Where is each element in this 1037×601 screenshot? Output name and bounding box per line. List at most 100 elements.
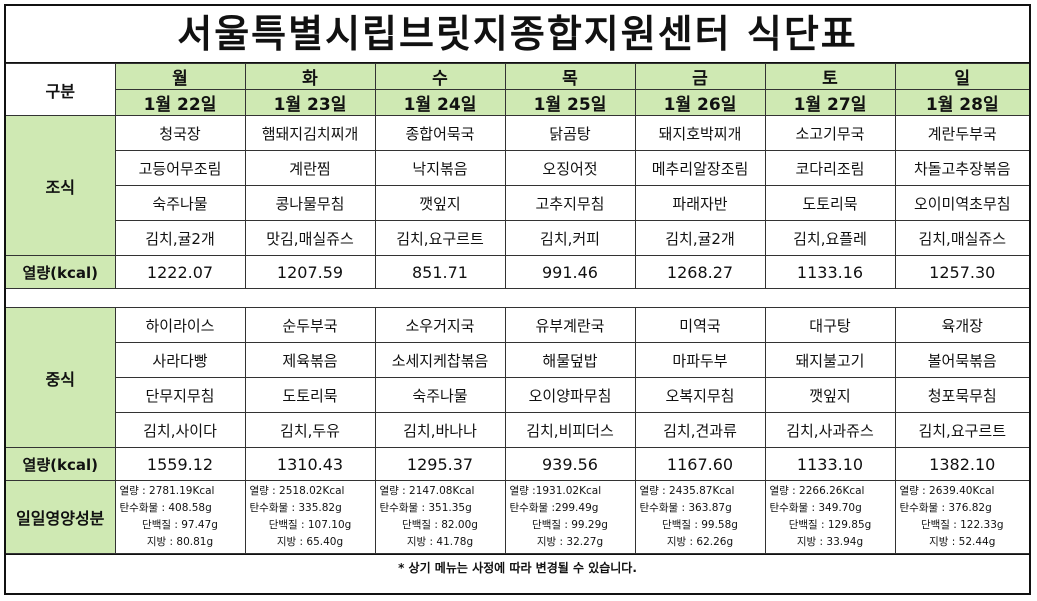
menu-item: 김치,커피 xyxy=(504,220,636,256)
nutrition-carb: 탄수화물 : 351.35g xyxy=(379,502,472,514)
nutrition-protein: 단백질 : 122.33g xyxy=(920,519,1004,531)
spacer-cell xyxy=(6,288,1029,308)
menu-item: 단무지무침 xyxy=(115,377,246,413)
nutrition-protein: 단백질 : 99.29g xyxy=(532,519,608,531)
menu-item: 도토리묵 xyxy=(244,377,376,413)
lunch-kcal-row: 열량(kcal) 1559.12 1310.43 1295.37 939.56 1167.… xyxy=(6,447,1029,481)
breakfast-label: 조식 xyxy=(6,115,116,256)
nutrition-carb: 탄수화물 : 363.87g xyxy=(639,502,732,514)
breakfast-row: 조식 청국장 햄돼지김치찌개 종합어묵국 닭곰탕 돼지호박찌개 소고기무국 계란두부국 xyxy=(6,115,1029,256)
menu-item: 미역국 xyxy=(634,307,766,343)
menu-item: 깻잎지 xyxy=(374,185,506,221)
lunch-row: 김치,사이다 김치,두유 김치,바나나 김치,비피더스 김치,견과류 김치,사과쥬스 김치,… xyxy=(6,412,1029,448)
nutrition-carb: 탄수화물 : 408.58g xyxy=(119,502,212,514)
menu-table: 구분 월 화 수 목 금 토 일 1월 22일 1월 23일 1월 24일 1월 25일 1월 26일 1… xyxy=(6,63,1029,554)
menu-item: 김치,매실쥬스 xyxy=(894,220,1029,256)
day-name: 금 xyxy=(634,63,766,90)
nutrition-cell: 열량 : 2266.26Kcal 탄수화물 : 349.70g 단백질 : 129.… xyxy=(764,480,896,554)
header-label: 구분 xyxy=(6,63,116,116)
breakfast-row: 김치,귤2개 맛김,매실쥬스 김치,요구르트 김치,커피 김치,귤2개 김치,요플레 김치,… xyxy=(6,220,1029,256)
menu-item: 숙주나물 xyxy=(374,377,506,413)
lunch-row: 중식 하이라이스 순두부국 소우거지국 유부계란국 미역국 대구탕 육개장 xyxy=(6,307,1029,448)
day-name: 목 xyxy=(504,63,636,90)
menu-item: 깻잎지 xyxy=(764,377,896,413)
menu-item: 해물덮밥 xyxy=(504,342,636,378)
lunch-label: 중식 xyxy=(6,307,116,448)
menu-item: 콩나물무침 xyxy=(244,185,376,221)
breakfast-kcal-row: 열량(kcal) 1222.07 1207.59 851.71 991.46 1268.2… xyxy=(6,255,1029,289)
day-date: 1월 27일 xyxy=(764,89,896,116)
nutrition-protein: 단백질 : 107.10g xyxy=(268,519,352,531)
nutrition-carb: 탄수화물 :299.49g xyxy=(509,502,599,514)
menu-item: 오이미역초무침 xyxy=(894,185,1029,221)
menu-item: 하이라이스 xyxy=(114,307,246,343)
menu-item: 계란두부국 xyxy=(894,115,1029,151)
nutrition-fat: 지방 : 41.78g xyxy=(406,536,474,548)
day-date: 1월 23일 xyxy=(244,89,376,116)
menu-item: 김치,비피더스 xyxy=(504,412,636,448)
nutrition-carb: 탄수화물 : 349.70g xyxy=(769,502,862,514)
nutrition-energy: 열량 : 2518.02Kcal xyxy=(249,485,345,497)
menu-item: 육개장 xyxy=(894,307,1029,343)
document-title: 서울특별시립브릿지종합지원센터 식단표 xyxy=(6,6,1029,63)
menu-item: 맛김,매실쥬스 xyxy=(244,220,376,256)
nutrition-energy: 열량 : 2639.40Kcal xyxy=(899,485,995,497)
day-name: 수 xyxy=(374,63,506,90)
breakfast-row: 숙주나물 콩나물무침 깻잎지 고추지무침 파래자반 도토리묵 오이미역초무침 xyxy=(6,185,1029,221)
menu-item: 계란찜 xyxy=(244,150,376,186)
menu-item: 햄돼지김치찌개 xyxy=(244,115,376,151)
lunch-row: 단무지무침 도토리묵 숙주나물 오이양파무침 오복지무침 깻잎지 청포묵무침 xyxy=(6,377,1029,413)
day-name: 화 xyxy=(244,63,376,90)
spacer-row xyxy=(6,288,1029,308)
nutrition-protein: 단백질 : 82.00g xyxy=(402,519,478,531)
nutrition-carb: 탄수화물 : 376.82g xyxy=(899,502,992,514)
menu-item: 고추지무침 xyxy=(504,185,636,221)
header-row-days: 구분 월 화 수 목 금 토 일 xyxy=(6,63,1029,116)
menu-item: 도토리묵 xyxy=(764,185,896,221)
nutrition-fat: 지방 : 62.26g xyxy=(666,536,734,548)
menu-item: 종합어묵국 xyxy=(374,115,506,151)
menu-item: 오이양파무침 xyxy=(504,377,636,413)
nutrition-energy: 열량 : 2266.26Kcal xyxy=(769,485,865,497)
nutrition-energy: 열량 : 2147.08Kcal xyxy=(379,485,475,497)
kcal-value: 1133.10 xyxy=(764,447,896,481)
kcal-value: 1257.30 xyxy=(894,255,1029,289)
menu-item: 코다리조림 xyxy=(764,150,896,186)
kcal-value: 1268.27 xyxy=(634,255,766,289)
menu-item: 청포묵무침 xyxy=(894,377,1029,413)
day-date: 1월 28일 xyxy=(894,89,1029,116)
menu-item: 소세지케찹볶음 xyxy=(374,342,506,378)
nutrition-protein: 단백질 : 99.58g xyxy=(662,519,738,531)
day-date: 1월 24일 xyxy=(374,89,506,116)
menu-item: 김치,귤2개 xyxy=(634,220,766,256)
nutrition-cell: 열량 : 2781.19Kcal 탄수화물 : 408.58g 단백질 : 97.4… xyxy=(114,480,246,554)
menu-item: 청국장 xyxy=(114,115,246,151)
kcal-value: 1310.43 xyxy=(244,447,376,481)
menu-item: 사라다빵 xyxy=(115,342,246,378)
lunch-row: 사라다빵 제육볶음 소세지케찹볶음 해물덮밥 마파두부 돼지불고기 볼어묵볶음 xyxy=(6,342,1029,378)
day-date: 1월 22일 xyxy=(115,89,246,116)
menu-item: 순두부국 xyxy=(244,307,376,343)
menu-item: 숙주나물 xyxy=(115,185,246,221)
nutrition-protein: 단백질 : 97.47g xyxy=(142,519,218,531)
kcal-value: 939.56 xyxy=(504,447,636,481)
menu-item: 김치,귤2개 xyxy=(115,220,246,256)
menu-item: 오복지무침 xyxy=(634,377,766,413)
menu-item: 낙지볶음 xyxy=(374,150,506,186)
day-date: 1월 26일 xyxy=(634,89,766,116)
menu-item: 돼지호박찌개 xyxy=(634,115,766,151)
kcal-value: 1295.37 xyxy=(374,447,506,481)
nutrition-cell: 열량 : 2518.02Kcal 탄수화물 : 335.82g 단백질 : 107.… xyxy=(244,480,376,554)
nutrition-cell: 열량 :1931.02Kcal 탄수화물 :299.49g 단백질 : 99.29g… xyxy=(504,480,636,554)
nutrition-row: 일일영양성분 열량 : 2781.19Kcal 탄수화물 : 408.58g 단백질 … xyxy=(6,480,1029,554)
nutrition-protein: 단백질 : 129.85g xyxy=(788,519,872,531)
menu-item: 김치,요플레 xyxy=(764,220,896,256)
kcal-value: 851.71 xyxy=(374,255,506,289)
nutrition-cell: 열량 : 2639.40Kcal 탄수화물 : 376.82g 단백질 : 122.… xyxy=(894,480,1029,554)
menu-item: 닭곰탕 xyxy=(504,115,636,151)
nutrition-cell: 열량 : 2435.87Kcal 탄수화물 : 363.87g 단백질 : 99.5… xyxy=(634,480,766,554)
menu-item: 소고기무국 xyxy=(764,115,896,151)
kcal-label: 열량(kcal) xyxy=(6,447,116,481)
kcal-value: 1207.59 xyxy=(244,255,376,289)
kcal-value: 1559.12 xyxy=(114,447,246,481)
